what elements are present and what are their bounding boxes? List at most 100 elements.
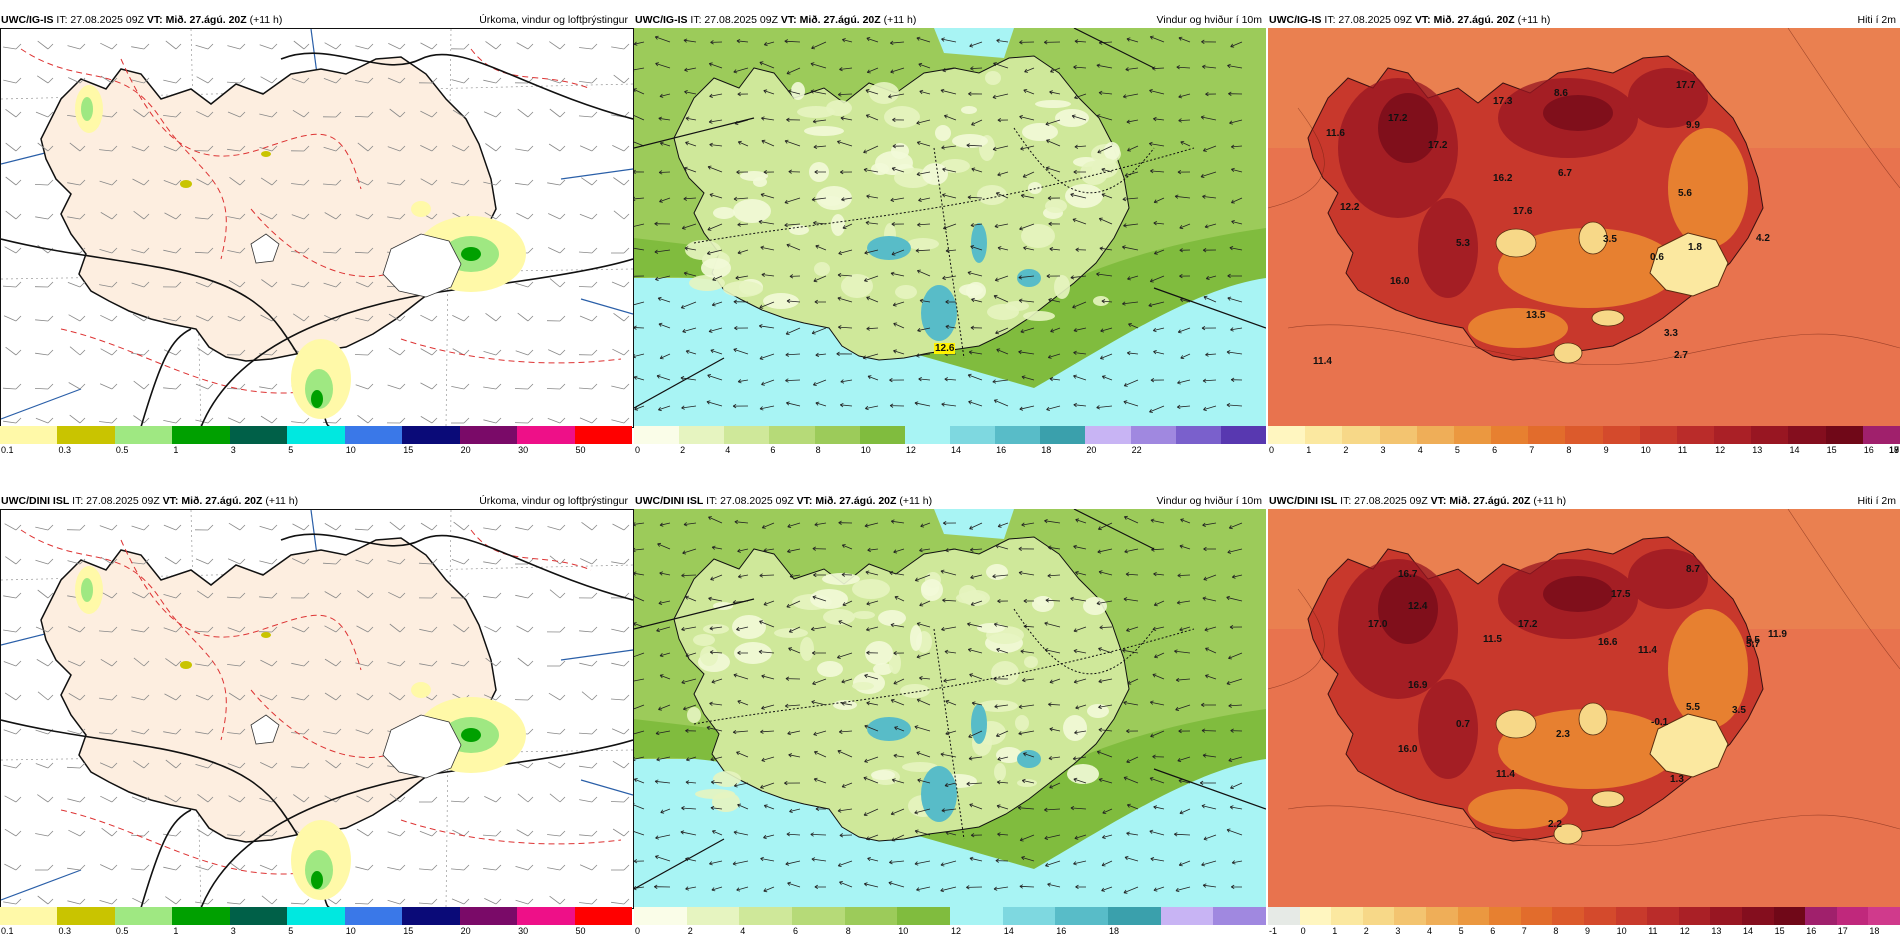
colorbar-swatch <box>686 907 740 925</box>
panel-header: UWC/DINI ISL IT: 27.08.2025 09Z VT: Mið.… <box>0 493 632 509</box>
value-label: 16.2 <box>1493 173 1513 184</box>
lead-time: (+11 h) <box>262 495 299 507</box>
colorbar-tick: 20 <box>460 926 471 936</box>
colorbar-tick: 17 <box>1889 445 1900 455</box>
valid-time: VT: Mið. 27.ágú. 20Z <box>162 495 263 507</box>
colorbar-tick: 3 <box>230 445 236 455</box>
colorbar-tick: 7 <box>1521 926 1527 936</box>
colorbar-tick: 6 <box>770 445 776 455</box>
colorbar-swatch <box>229 907 288 925</box>
value-label: 17.7 <box>1676 80 1696 91</box>
colorbar-tick: 4 <box>725 445 731 455</box>
value-label: 17.6 <box>1513 206 1533 217</box>
colorbar-swatch <box>114 426 173 444</box>
panel-header: UWC/IG-IS IT: 27.08.2025 09Z VT: Mið. 27… <box>1268 12 1900 28</box>
colorbar-tick: 8 <box>845 926 851 936</box>
init-time: IT: 27.08.2025 09Z <box>69 495 163 507</box>
value-label: 11.4 <box>1638 645 1657 656</box>
colorbar-tick: 10 <box>1616 926 1627 936</box>
header-left: UWC/IG-IS IT: 27.08.2025 09Z VT: Mið. 27… <box>1 12 282 28</box>
colorbar-swatch <box>0 426 58 444</box>
colorbar-tick: 19 <box>1889 445 1900 455</box>
colorbar-swatch <box>1714 426 1752 444</box>
colorbar-tick: 4 <box>740 926 746 936</box>
init-time: IT: 27.08.2025 09Z <box>1337 495 1431 507</box>
colorbar-swatch <box>57 907 115 925</box>
colorbar-tick: 8 <box>815 445 821 455</box>
colorbar-swatch <box>1457 907 1490 925</box>
colorbar-swatch <box>1160 907 1214 925</box>
map-canvas <box>634 509 1266 907</box>
value-label: 8.7 <box>1686 564 1700 575</box>
colorbar-tick: 3 <box>230 926 236 936</box>
panel-header: UWC/IG-IS IT: 27.08.2025 09Z VT: Mið. 27… <box>0 12 632 28</box>
colorbar-swatch <box>1268 907 1300 925</box>
colorbar-swatch <box>995 426 1041 444</box>
lead-time: (+11 h) <box>896 495 933 507</box>
colorbar-swatch <box>1602 426 1640 444</box>
value-label: 16.7 <box>1398 569 1418 580</box>
colorbar-swatch <box>950 907 1003 925</box>
colorbar-tick: 5 <box>288 445 294 455</box>
map-panel-igis-temp: UWC/IG-IS IT: 27.08.2025 09Z VT: Mið. 27… <box>1268 12 1900 467</box>
colorbar-swatch <box>1676 426 1715 444</box>
map-area <box>0 28 634 428</box>
map-area: 16.7 8.7 12.4 17.5 17.0 17.2 11.9 5.7 11.5 16.6 11… <box>1268 509 1900 907</box>
colorbar-tick: 18 <box>1041 445 1052 455</box>
colorbar-tick: 10 <box>345 445 356 455</box>
model-name: UWC/DINI ISL <box>1269 495 1338 507</box>
value-label: 17.3 <box>1493 96 1513 107</box>
colorbar <box>1268 907 1900 925</box>
colorbar-swatch <box>402 907 460 925</box>
colorbar-ticks: 0 2 4 6 8 10 12 14 16 18 20 22 <box>634 444 1266 458</box>
colorbar-swatch <box>814 426 860 444</box>
colorbar-tick: 4 <box>1417 445 1423 455</box>
colorbar-swatch <box>634 426 680 444</box>
colorbar <box>1268 426 1900 444</box>
colorbar-tick: 6 <box>793 926 799 936</box>
colorbar-swatch <box>1040 426 1086 444</box>
colorbar-tick: 0.5 <box>115 926 129 936</box>
init-time: IT: 27.08.2025 09Z <box>703 495 797 507</box>
lead-time: (+11 h) <box>880 14 917 26</box>
colorbar-swatch <box>1868 907 1900 925</box>
colorbar-ticks: 0.1 0.3 0.5 1 3 5 10 15 20 30 50 <box>0 444 632 458</box>
colorbar-tick: 1 <box>173 445 179 455</box>
colorbar-swatch <box>679 426 725 444</box>
lead-time: (+11 h) <box>246 14 283 26</box>
colorbar-tick: 1 <box>1332 926 1338 936</box>
colorbar-swatch <box>1862 426 1900 444</box>
colorbar-tick: 4 <box>1427 926 1433 936</box>
colorbar-swatch <box>904 426 950 444</box>
colorbar-ticks: 0 2 4 6 8 10 12 14 16 18 <box>634 925 1266 939</box>
colorbar-swatch <box>1647 907 1679 925</box>
panel-title: Hiti í 2m <box>1857 14 1896 26</box>
value-label: 5.6 <box>1678 188 1692 199</box>
colorbar-swatch <box>1520 907 1553 925</box>
colorbar <box>634 426 1266 444</box>
colorbar-tick: 50 <box>575 926 586 936</box>
colorbar-swatch <box>1528 426 1566 444</box>
map-panel-dini-wind: UWC/DINI ISL IT: 27.08.2025 09Z VT: Mið.… <box>634 493 1267 948</box>
colorbar-tick: 13 <box>1711 926 1722 936</box>
map-panel-igis-precip: UWC/IG-IS IT: 27.08.2025 09Z VT: Mið. 27… <box>0 12 634 467</box>
colorbar-swatch <box>402 426 460 444</box>
colorbar-swatch <box>0 907 58 925</box>
colorbar-swatch <box>1394 907 1426 925</box>
colorbar-swatch <box>1425 907 1458 925</box>
value-label: 11.4 <box>1496 769 1515 780</box>
colorbar-tick: 11 <box>1677 445 1688 455</box>
map-area: 12.6 <box>634 28 1266 426</box>
header-left: UWC/DINI ISL IT: 27.08.2025 09Z VT: Mið.… <box>1269 493 1566 509</box>
colorbar <box>634 907 1267 925</box>
value-label: 5.5 <box>1746 635 1760 646</box>
colorbar-swatch <box>1565 426 1603 444</box>
panel-title: Vindur og hviður í 10m <box>1156 495 1262 507</box>
panel-title: Hiti í 2m <box>1857 495 1896 507</box>
header-left: UWC/DINI ISL IT: 27.08.2025 09Z VT: Mið.… <box>635 493 932 509</box>
colorbar-tick: 0.1 <box>1 445 14 455</box>
valid-time: VT: Mið. 27.ágú. 20Z <box>796 495 897 507</box>
colorbar-tick: 16 <box>1806 926 1817 936</box>
panel-title: Vindur og hviður í 10m <box>1156 14 1262 26</box>
value-label: 16.0 <box>1398 744 1418 755</box>
